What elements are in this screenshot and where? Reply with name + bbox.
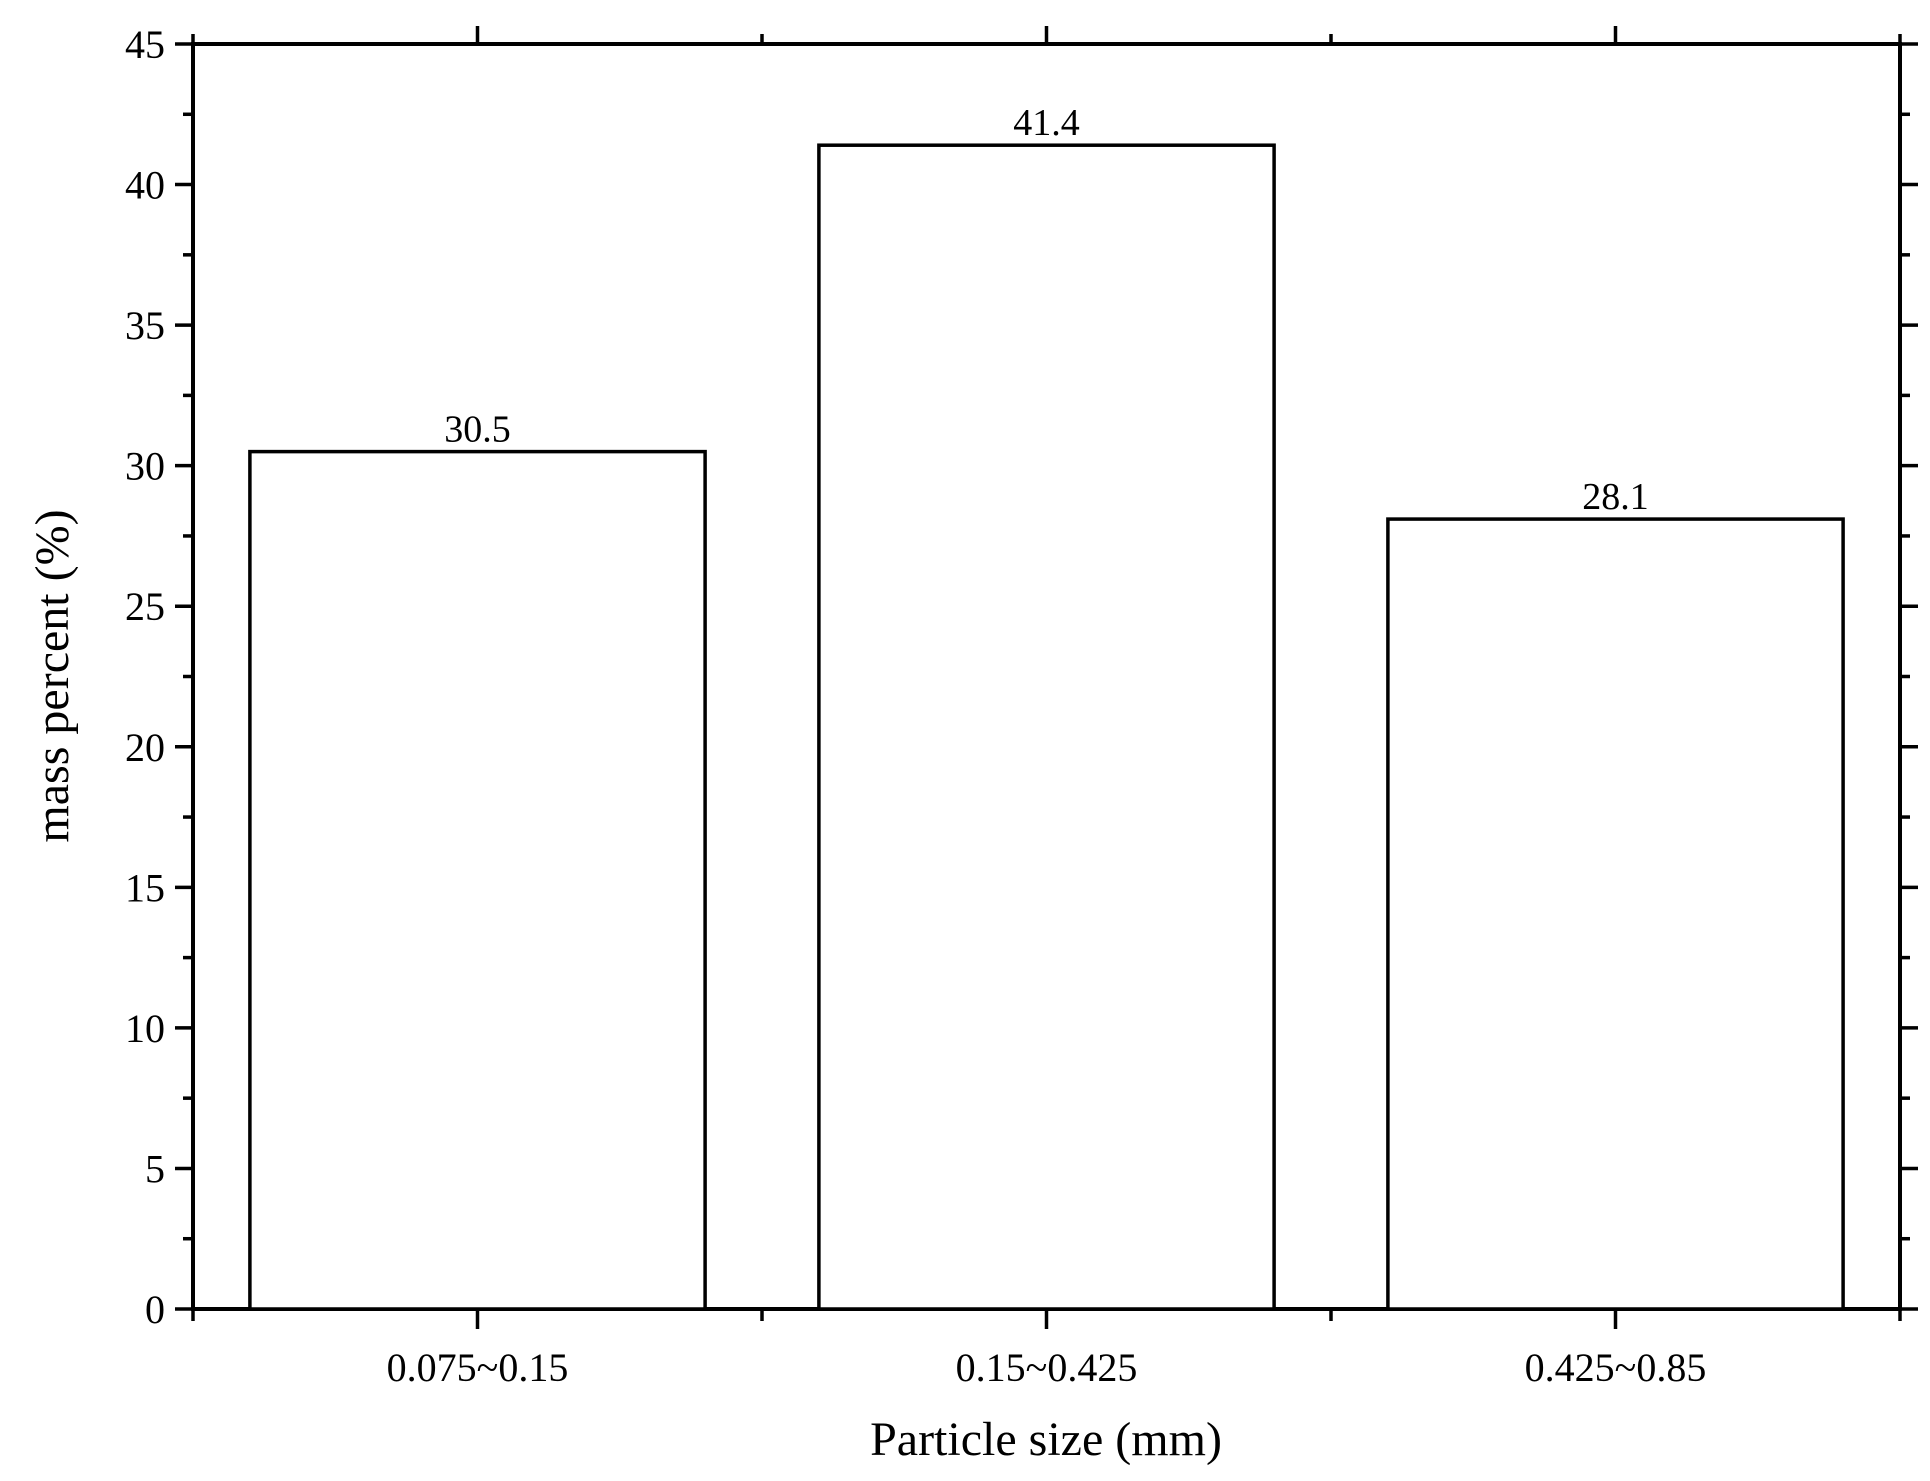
y-axis: 0 5 10 15 20 25 30 35 40 45 bbox=[125, 22, 1918, 1332]
x-tick-label: 0.425~0.85 bbox=[1525, 1345, 1707, 1390]
bar-value-label: 28.1 bbox=[1582, 476, 1649, 518]
bar-series bbox=[248, 143, 1845, 1311]
bar bbox=[817, 143, 1276, 1311]
y-tick-label: 20 bbox=[125, 725, 165, 770]
y-tick-label: 15 bbox=[125, 865, 165, 910]
y-tick-label: 10 bbox=[125, 1006, 165, 1051]
bar-value-label: 41.4 bbox=[1013, 102, 1080, 144]
x-axis-title: Particle size (mm) bbox=[870, 1413, 1222, 1466]
bar bbox=[248, 449, 707, 1311]
y-axis-title: mass percent (%) bbox=[26, 509, 79, 842]
y-tick-label: 30 bbox=[125, 444, 165, 489]
y-tick-label: 45 bbox=[125, 22, 165, 67]
y-tick-label: 40 bbox=[125, 163, 165, 208]
bar bbox=[1386, 517, 1845, 1311]
value-labels: 30.5 41.4 28.1 bbox=[444, 102, 1649, 518]
x-axis: 0.075~0.15 0.15~0.425 0.425~0.85 bbox=[191, 26, 1902, 1390]
x-tick-label: 0.15~0.425 bbox=[956, 1345, 1138, 1390]
x-tick-label: 0.075~0.15 bbox=[387, 1345, 569, 1390]
y-tick-label: 0 bbox=[145, 1287, 165, 1332]
y-tick-label: 25 bbox=[125, 584, 165, 629]
bar-value-label: 30.5 bbox=[444, 409, 511, 451]
y-tick-label: 5 bbox=[145, 1146, 165, 1191]
y-tick-label: 35 bbox=[125, 303, 165, 348]
